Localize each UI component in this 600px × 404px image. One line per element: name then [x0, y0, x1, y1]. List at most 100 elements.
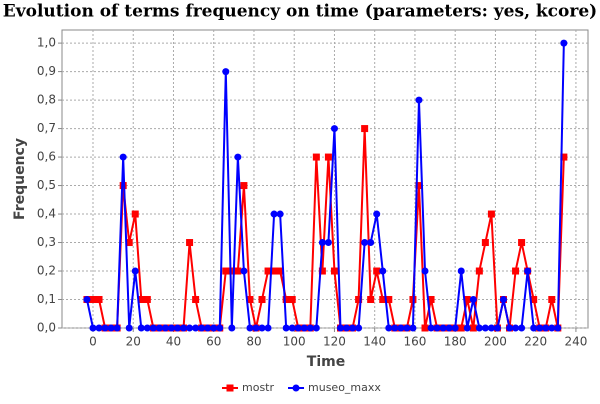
data-point	[270, 267, 278, 275]
data-point	[518, 324, 526, 332]
y-axis-title: Frequency	[12, 138, 28, 220]
plot-area	[61, 29, 589, 329]
data-point	[125, 324, 133, 332]
legend-label: mostr	[242, 381, 274, 394]
data-point	[487, 324, 495, 332]
data-point	[306, 324, 314, 332]
data-point	[186, 324, 194, 332]
data-point	[415, 182, 423, 190]
x-tick-label: 0	[89, 335, 97, 349]
data-point	[361, 125, 369, 133]
data-point	[240, 267, 248, 275]
data-point	[518, 239, 526, 247]
data-point	[481, 239, 489, 247]
data-point	[560, 153, 568, 161]
data-point	[530, 324, 538, 332]
data-point	[548, 296, 556, 304]
data-point	[83, 296, 91, 304]
data-point	[113, 324, 121, 332]
data-point	[264, 267, 272, 275]
data-point	[246, 296, 254, 304]
data-point	[469, 296, 477, 304]
data-point	[167, 324, 175, 332]
data-point	[143, 324, 151, 332]
data-point	[149, 324, 157, 332]
data-point	[379, 267, 387, 275]
data-point	[487, 210, 495, 218]
data-point	[222, 267, 230, 275]
data-point	[367, 296, 375, 304]
data-point	[107, 324, 115, 332]
x-tick-label: 240	[564, 335, 587, 349]
data-point	[427, 296, 435, 304]
data-point	[246, 324, 254, 332]
data-point	[192, 324, 200, 332]
x-tick-label: 140	[363, 335, 386, 349]
data-point	[228, 267, 236, 275]
data-point	[89, 324, 97, 332]
x-tick-label: 220	[524, 335, 547, 349]
y-tick-label: 1,0	[37, 36, 56, 50]
data-point	[343, 324, 351, 332]
data-point	[276, 210, 284, 218]
data-point	[101, 324, 109, 332]
data-point	[433, 324, 441, 332]
y-tick-label: 0,8	[37, 93, 56, 107]
data-point	[119, 182, 127, 190]
data-point	[542, 324, 550, 332]
data-point	[324, 239, 332, 247]
data-point	[143, 296, 151, 304]
data-point	[276, 267, 284, 275]
y-tick-label: 0,2	[37, 264, 56, 278]
data-point	[270, 210, 278, 218]
data-point	[512, 267, 520, 275]
data-point	[330, 125, 338, 133]
data-point	[548, 324, 556, 332]
data-point	[318, 239, 326, 247]
data-point	[536, 324, 544, 332]
data-point	[161, 324, 169, 332]
data-point	[397, 324, 405, 332]
data-point	[119, 153, 127, 161]
data-point	[330, 267, 338, 275]
data-point	[240, 182, 248, 190]
data-point	[198, 324, 206, 332]
data-point	[530, 296, 538, 304]
data-point	[391, 324, 399, 332]
data-point	[415, 96, 423, 104]
data-point	[355, 324, 363, 332]
y-tick-label: 0,4	[37, 207, 56, 221]
data-point	[234, 153, 242, 161]
data-point	[439, 324, 447, 332]
data-point	[481, 324, 489, 332]
legend-marker	[292, 384, 300, 392]
data-point	[499, 296, 507, 304]
data-point	[469, 324, 477, 332]
data-point	[493, 324, 501, 332]
legend-marker	[226, 384, 234, 392]
data-point	[192, 296, 200, 304]
y-tick-label: 0,9	[37, 64, 56, 78]
data-point	[421, 267, 429, 275]
data-point	[294, 324, 302, 332]
x-tick-label: 200	[484, 335, 507, 349]
data-point	[409, 324, 417, 332]
data-point	[222, 68, 230, 76]
data-point	[373, 210, 381, 218]
data-point	[89, 296, 97, 304]
y-tick-label: 0,0	[37, 321, 56, 335]
x-axis-title: Time	[307, 354, 345, 370]
x-tick-label: 60	[206, 335, 221, 349]
x-tick-label: 160	[403, 335, 426, 349]
data-point	[463, 324, 471, 332]
data-point	[210, 324, 218, 332]
data-point	[524, 267, 532, 275]
data-point	[137, 296, 145, 304]
y-tick-label: 0,6	[37, 150, 56, 164]
data-point	[427, 324, 435, 332]
data-point	[512, 324, 520, 332]
y-tick-label: 0,3	[37, 235, 56, 249]
data-point	[216, 324, 224, 332]
data-point	[125, 239, 133, 247]
